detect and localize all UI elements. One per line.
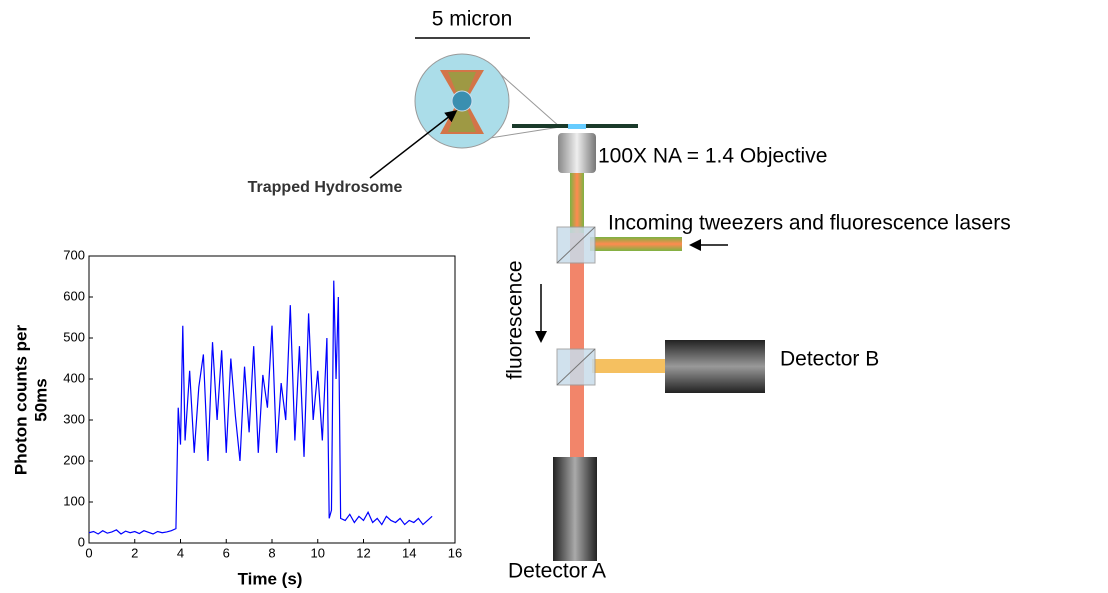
detector-a-label: Detector A — [508, 560, 606, 583]
x-axis-label: Time (s) — [238, 569, 303, 588]
x-tick-label: 6 — [223, 545, 230, 560]
zoom-line — [489, 126, 561, 139]
x-tick-label: 12 — [356, 545, 370, 560]
x-tick-label: 16 — [448, 545, 462, 560]
objective — [558, 133, 596, 173]
y-tick-label: 200 — [63, 452, 85, 467]
beam — [570, 233, 584, 458]
particle-label: Trapped Hydrosome — [248, 179, 403, 196]
x-tick-label: 10 — [311, 545, 325, 560]
splitter-face — [556, 348, 596, 386]
y-axis-label: Photon counts per — [11, 325, 30, 476]
pointer — [369, 110, 458, 179]
y-tick-label: 500 — [63, 329, 85, 344]
slide-spot — [568, 124, 586, 129]
splitter-face — [556, 226, 596, 264]
fluorescence-label: fluorescence — [504, 260, 527, 379]
y-tick-label: 600 — [63, 288, 85, 303]
data-line — [88, 280, 433, 535]
y-tick-label: 400 — [63, 370, 85, 385]
objective-label: 100X NA = 1.4 Objective — [598, 145, 827, 168]
detector-b — [665, 340, 765, 393]
y-axis-label: 50ms — [31, 378, 50, 421]
x-tick-label: 8 — [268, 545, 275, 560]
scale-label: 5 micron — [432, 8, 513, 31]
fluor-beam — [592, 359, 666, 373]
y-tick-label: 300 — [63, 411, 85, 426]
x-tick-label: 2 — [131, 545, 138, 560]
y-tick-label: 700 — [63, 247, 85, 262]
lasers-label: Incoming tweezers and fluorescence laser… — [608, 212, 1011, 235]
y-tick-label: 100 — [63, 493, 85, 508]
y-tick-label: 0 — [78, 534, 85, 549]
hydrosome — [451, 90, 473, 112]
laser-beam — [590, 237, 682, 251]
beam — [570, 173, 584, 233]
detector-b-label: Detector B — [780, 348, 879, 371]
diagram: 5 micron Trapped Hydrosome 100X NA = 1.4… — [248, 8, 1011, 583]
x-tick-label: 4 — [177, 545, 184, 560]
x-tick-label: 14 — [402, 545, 416, 560]
chart: Time (s) Photon counts per 50ms 0 2 4 6 8 10 1… — [11, 247, 462, 588]
detector-a — [553, 457, 597, 561]
plot-frame — [88, 255, 456, 544]
x-tick-label: 0 — [85, 545, 92, 560]
